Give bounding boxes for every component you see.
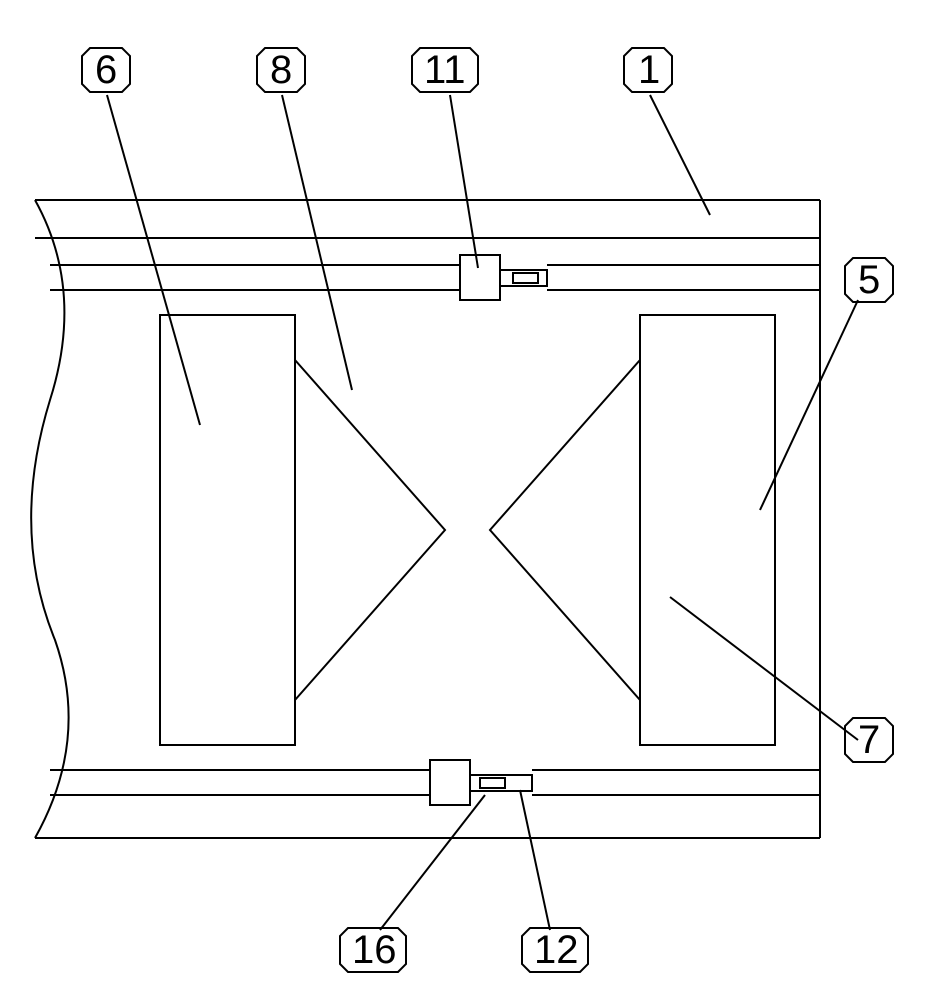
connector-bottom-block bbox=[430, 760, 470, 805]
leader-line-16 bbox=[380, 795, 485, 930]
leader-line-8 bbox=[282, 95, 352, 390]
triangle-left bbox=[295, 360, 445, 700]
label-7: 7 bbox=[858, 718, 880, 763]
leader-line-1 bbox=[650, 95, 710, 215]
connector-bottom-inner bbox=[480, 778, 505, 788]
leader-line-6 bbox=[107, 95, 200, 425]
connector-top-inner bbox=[513, 273, 538, 283]
label-11: 11 bbox=[424, 48, 466, 93]
leader-line-7 bbox=[670, 597, 858, 740]
triangle-right bbox=[490, 360, 640, 700]
label-1: 1 bbox=[638, 48, 660, 93]
technical-diagram bbox=[0, 0, 935, 1000]
label-5: 5 bbox=[858, 258, 880, 303]
label-16: 16 bbox=[352, 928, 397, 973]
label-6: 6 bbox=[95, 48, 117, 93]
label-12: 12 bbox=[534, 928, 579, 973]
rect-left bbox=[160, 315, 295, 745]
rect-right bbox=[640, 315, 775, 745]
leader-line-12 bbox=[520, 790, 550, 930]
leader-line-11 bbox=[450, 95, 478, 268]
frame-left-wavy-edge bbox=[31, 200, 68, 838]
connector-top-block bbox=[460, 255, 500, 300]
label-8: 8 bbox=[270, 48, 292, 93]
